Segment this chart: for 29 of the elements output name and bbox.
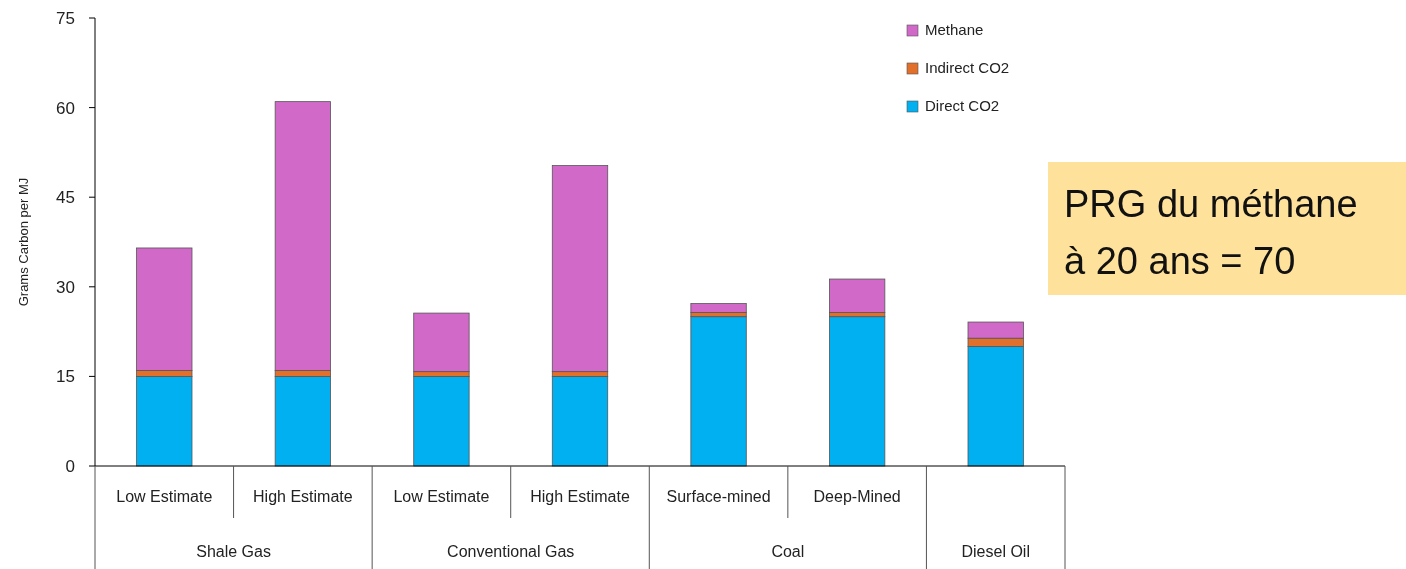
legend-label: Direct CO2 <box>925 97 1000 114</box>
text: Conventional Gas <box>447 543 575 560</box>
text: Diesel Oil <box>961 543 1030 560</box>
bar <box>551 376 609 467</box>
y-tick-label: 30 <box>56 277 75 297</box>
text: Shale Gas <box>196 543 271 560</box>
y-tick-label: 60 <box>56 98 75 118</box>
y-tick-label: 75 <box>56 8 75 28</box>
x-tick-label: High Estimate <box>530 488 630 505</box>
y-tick-label: 0 <box>65 456 75 476</box>
bar <box>829 278 886 313</box>
bar <box>413 376 470 467</box>
legend-label: Methane <box>925 21 984 38</box>
text: Coal <box>771 543 805 560</box>
bar <box>690 316 747 467</box>
y-axis-title: Grams Carbon per MJ <box>16 177 31 307</box>
legend-label: Indirect CO2 <box>925 59 1010 76</box>
bar <box>829 316 886 467</box>
bar <box>690 303 747 313</box>
x-tick-label: Surface-mined <box>666 488 771 505</box>
bar <box>551 165 609 373</box>
x-tick-label: High Estimate <box>253 488 353 505</box>
x-tick-label: Deep-Mined <box>813 488 901 505</box>
annotation: PRG du méthane à 20 ans = 70 <box>1064 183 1358 282</box>
y-tick-label: 15 <box>56 367 75 387</box>
y-tick-label: 45 <box>56 188 75 208</box>
x-tick-label: Low Estimate <box>393 488 490 505</box>
bar <box>413 312 470 373</box>
x-tick-label: Low Estimate <box>116 488 213 505</box>
